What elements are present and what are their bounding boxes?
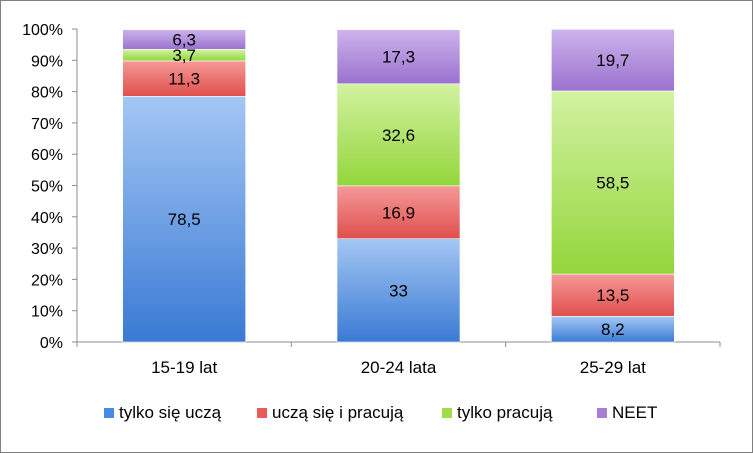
legend-label: tylko pracują — [457, 403, 553, 422]
axes: 0% 10% 20% 30% 40% 50% 60% 70% 80% 90% 100% 15-19 l… — [22, 22, 721, 377]
legend-label: NEET — [612, 403, 657, 422]
bar-segment — [336, 238, 461, 343]
bar-segment — [122, 95, 246, 343]
y-tick-label: 100% — [22, 22, 63, 39]
bar-segment — [551, 90, 675, 275]
y-tick-label: 60% — [31, 147, 63, 164]
legend-swatch — [597, 408, 607, 418]
data-label: 58,5 — [596, 174, 629, 193]
y-tick-label: 50% — [31, 179, 63, 196]
y-tick-label: 30% — [31, 241, 63, 258]
y-tick-label: 90% — [31, 53, 63, 70]
bars — [122, 29, 675, 343]
legend-swatch — [442, 408, 452, 418]
data-label: 32,6 — [382, 126, 415, 145]
legend-swatch — [257, 408, 267, 418]
y-tick-label: 40% — [31, 210, 63, 227]
data-label: 17,3 — [382, 48, 415, 67]
bar-segment — [122, 29, 246, 50]
data-label: 3,7 — [172, 46, 196, 65]
data-label: 78,5 — [168, 210, 201, 229]
bar-segment — [336, 29, 461, 85]
data-label: 11,3 — [168, 70, 200, 89]
legend-label: tylko się uczą — [119, 403, 222, 422]
data-label: 16,9 — [382, 203, 415, 222]
data-label: 8,2 — [601, 320, 625, 339]
y-tick-label: 70% — [31, 116, 63, 133]
x-tick-label: 25-29 lat — [580, 358, 646, 377]
data-label: 19,7 — [596, 51, 629, 70]
bar-segment — [122, 60, 246, 97]
legend: tylko się uczą uczą się i pracują tylko pr… — [104, 403, 657, 422]
data-labels: 78,5 11,3 3,76,3 33 16,9 32,6 17,3 8,2 13,5 58,5 1… — [168, 30, 630, 339]
bar-segment — [336, 185, 461, 240]
y-tick-label: 20% — [31, 272, 63, 289]
y-tick-label: 80% — [31, 85, 63, 102]
bar-segment — [551, 29, 675, 92]
data-label: 13,5 — [596, 286, 629, 305]
legend-label: uczą się i pracują — [272, 403, 404, 422]
data-label: 6,3 — [172, 30, 196, 49]
data-label: 33 — [389, 281, 408, 300]
y-tick-label: 10% — [31, 304, 63, 321]
x-tick-label: 15-19 lat — [151, 358, 217, 377]
legend-swatch — [104, 408, 114, 418]
bar-segment — [336, 83, 461, 187]
x-tick-label: 20-24 lata — [361, 358, 437, 377]
bar-segment — [551, 316, 675, 343]
y-tick-label: 0% — [40, 335, 63, 352]
